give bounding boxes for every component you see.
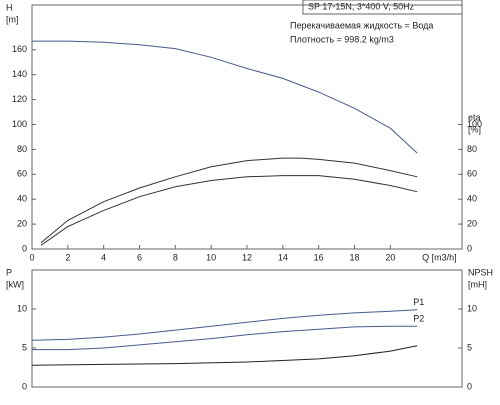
- y-tick-label: 160: [12, 44, 27, 54]
- x-tick-label: 16: [314, 252, 324, 262]
- x-tick-label: 14: [278, 252, 288, 262]
- y-axis-unit: [kW]: [6, 279, 24, 289]
- y-tick-label: 140: [12, 69, 27, 79]
- y-tick-label: 0: [22, 243, 27, 253]
- x-tick-label: 2: [65, 252, 70, 262]
- y2-tick-label: 100: [467, 119, 482, 129]
- y2-axis-unit: [%]: [468, 124, 481, 134]
- y-axis-label: P: [6, 267, 12, 277]
- curve: [32, 325, 418, 351]
- curve: [32, 40, 418, 154]
- plot-frame: [31, 269, 463, 388]
- y-tick-label: 120: [12, 94, 27, 104]
- x-tick-label: 12: [242, 252, 252, 262]
- y2-tick-label: 20: [467, 218, 477, 228]
- y2-tick-label: 0: [467, 381, 472, 391]
- x-tick-label: 20: [385, 252, 395, 262]
- curve: [31, 345, 418, 366]
- x-tick-label: 4: [101, 252, 106, 262]
- y-tick-label: 5: [22, 342, 27, 352]
- curve: [40, 175, 418, 246]
- y-tick-label: 20: [17, 218, 27, 228]
- y2-tick-label: 80: [467, 144, 477, 154]
- x-tick-label: 10: [206, 252, 216, 262]
- x-axis-label: Q [m3/h]: [422, 252, 457, 262]
- legend-label: P2: [413, 314, 424, 324]
- y-tick-label: 10: [17, 303, 27, 313]
- y2-tick-label: 40: [467, 194, 477, 204]
- y-tick-label: 60: [17, 169, 27, 179]
- y-tick-label: 80: [17, 144, 27, 154]
- y2-tick-label: 5: [467, 342, 472, 352]
- y2-tick-label: 0: [467, 243, 472, 253]
- y-tick-label: 40: [17, 194, 27, 204]
- y2-axis-unit: [mH]: [468, 279, 487, 289]
- y2-axis-label: NPSH: [468, 267, 493, 277]
- y-tick-label: 0: [22, 381, 27, 391]
- curve: [40, 157, 418, 244]
- legend-label: P1: [413, 297, 424, 307]
- note: Плотность = 998.2 kg/m3: [290, 34, 394, 44]
- y2-tick-label: 60: [467, 169, 477, 179]
- y2-axis-label: eta: [468, 112, 481, 122]
- x-tick-label: 8: [173, 252, 178, 262]
- x-tick-label: 18: [349, 252, 359, 262]
- x-tick-label: 0: [29, 252, 34, 262]
- x-tick-label: 6: [137, 252, 142, 262]
- curve: [31, 309, 418, 341]
- note: Перекачиваемая жидкость = Вода: [290, 20, 433, 30]
- chart-title: SP 17-15N, 3*400 V, 50Hz: [308, 1, 415, 11]
- y-axis-label: H: [6, 2, 13, 12]
- y-tick-label: 100: [12, 119, 27, 129]
- y-axis-unit: [m]: [6, 14, 19, 24]
- y2-tick-label: 10: [467, 303, 477, 313]
